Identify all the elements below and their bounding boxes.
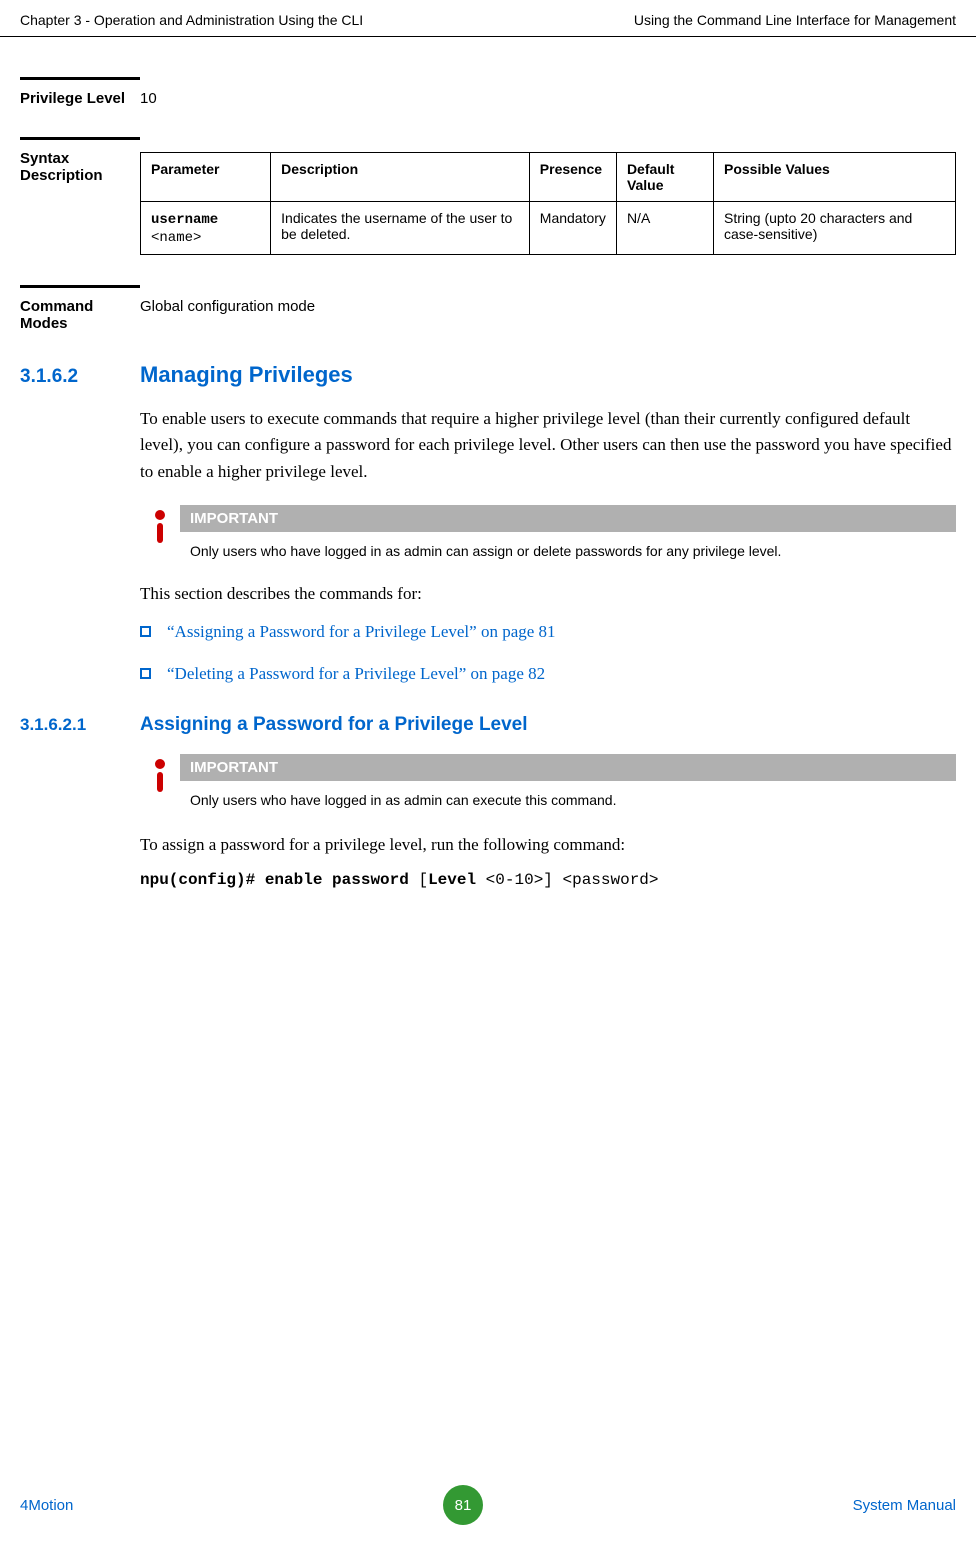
page-content: Privilege Level 10 Syntax Description Pa… — [0, 37, 976, 909]
section-heading: 3.1.6.2 Managing Privileges — [20, 362, 956, 388]
privilege-label: Privilege Level — [20, 77, 140, 107]
cmd-part: [ — [418, 871, 428, 889]
list-intro: This section describes the commands for: — [140, 584, 956, 604]
cmd-intro: To assign a password for a privilege lev… — [140, 832, 956, 858]
important-body: Only users who have logged in as admin c… — [180, 532, 956, 568]
page-number: 81 — [443, 1485, 483, 1525]
command-modes-value: Global configuration mode — [140, 285, 956, 332]
important-block: IMPORTANT Only users who have logged in … — [140, 754, 956, 817]
important-header: IMPORTANT — [180, 754, 956, 781]
cmd-part: <0-10>] <password> — [476, 871, 658, 889]
subsection-number: 3.1.6.2.1 — [20, 715, 140, 735]
important-icon — [140, 505, 180, 568]
subsection-title: Assigning a Password for a Privilege Lev… — [140, 714, 528, 736]
link-text[interactable]: “Deleting a Password for a Privilege Lev… — [167, 664, 545, 684]
table-row: username <name> Indicates the username o… — [141, 202, 956, 255]
bullet-icon — [140, 668, 151, 679]
page-footer: 4Motion 81 System Manual — [0, 1485, 976, 1525]
page-header: Chapter 3 - Operation and Administration… — [0, 0, 976, 37]
bullet-icon — [140, 626, 151, 637]
cmd-part: Level — [428, 871, 476, 889]
cmd-part: npu(config)# enable password — [140, 871, 418, 889]
subsection-heading: 3.1.6.2.1 Assigning a Password for a Pri… — [20, 714, 956, 736]
command-modes-label: Command Modes — [20, 285, 140, 332]
header-right: Using the Command Line Interface for Man… — [634, 12, 956, 28]
privilege-value: 10 — [140, 77, 956, 107]
important-content: IMPORTANT Only users who have logged in … — [180, 505, 956, 568]
syntax-label: Syntax Description — [20, 137, 140, 255]
important-block: IMPORTANT Only users who have logged in … — [140, 505, 956, 568]
col-default: Default Value — [616, 153, 713, 202]
section-body: To enable users to execute commands that… — [140, 406, 956, 485]
link-item[interactable]: “Deleting a Password for a Privilege Lev… — [140, 664, 956, 684]
section-number: 3.1.6.2 — [20, 366, 140, 388]
syntax-table: Parameter Description Presence Default V… — [140, 152, 956, 255]
footer-left: 4Motion — [20, 1497, 73, 1514]
col-description: Description — [271, 153, 530, 202]
param-mono: <name> — [151, 230, 201, 246]
cell-presence: Mandatory — [529, 202, 616, 255]
col-presence: Presence — [529, 153, 616, 202]
important-content: IMPORTANT Only users who have logged in … — [180, 754, 956, 817]
privilege-row: Privilege Level 10 — [20, 77, 956, 107]
cell-possible: String (upto 20 characters and case-sens… — [713, 202, 955, 255]
section-title: Managing Privileges — [140, 362, 353, 388]
important-body: Only users who have logged in as admin c… — [180, 781, 956, 817]
table-header-row: Parameter Description Presence Default V… — [141, 153, 956, 202]
param-bold: username — [151, 212, 218, 228]
important-icon — [140, 754, 180, 817]
cell-parameter: username <name> — [141, 202, 271, 255]
important-header: IMPORTANT — [180, 505, 956, 532]
cell-default: N/A — [616, 202, 713, 255]
col-possible: Possible Values — [713, 153, 955, 202]
link-text[interactable]: “Assigning a Password for a Privilege Le… — [167, 622, 556, 642]
cell-description: Indicates the username of the user to be… — [271, 202, 530, 255]
syntax-value: Parameter Description Presence Default V… — [140, 137, 956, 255]
syntax-row: Syntax Description Parameter Description… — [20, 137, 956, 255]
command-line: npu(config)# enable password [Level <0-1… — [140, 871, 956, 889]
command-modes-row: Command Modes Global configuration mode — [20, 285, 956, 332]
link-item[interactable]: “Assigning a Password for a Privilege Le… — [140, 622, 956, 642]
header-left: Chapter 3 - Operation and Administration… — [20, 12, 363, 28]
col-parameter: Parameter — [141, 153, 271, 202]
footer-right: System Manual — [853, 1497, 956, 1514]
